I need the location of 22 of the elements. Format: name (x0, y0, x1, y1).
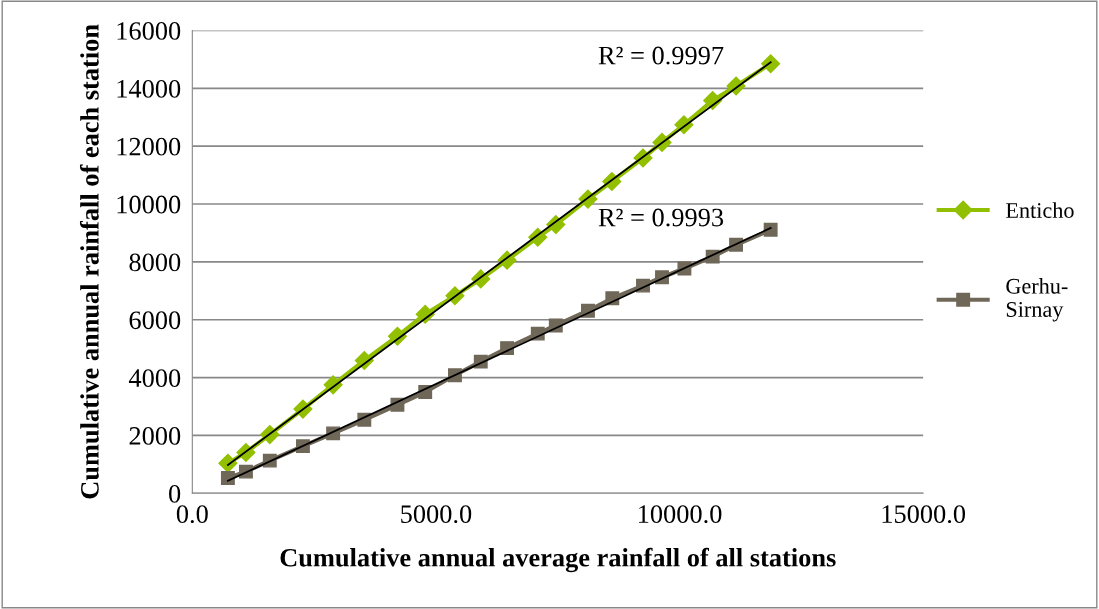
point (761, 54, 781, 74)
y-tick-label: 8000 (129, 253, 181, 272)
y-tick-label: 12000 (117, 137, 181, 156)
legend-label: Gerhu-Sirnay (1006, 278, 1068, 322)
y-tick-label: 6000 (129, 311, 181, 330)
annotation: R² = 0.9997 (598, 46, 724, 65)
point (763, 222, 778, 237)
y-tick-label: 16000 (117, 22, 181, 40)
x-tick-label: 10000.0 (638, 505, 722, 524)
y-tick-label: 4000 (128, 369, 181, 387)
y-tick-label: 0 (169, 484, 181, 503)
x-tick-label: 15000.0 (882, 505, 966, 524)
point (220, 471, 235, 485)
x-tick-label: 0.0 (176, 505, 208, 524)
x-tick-label: 5000.0 (401, 505, 472, 524)
legend-label: Enticho (1006, 202, 1074, 218)
y-tick-label: 10000 (117, 195, 181, 214)
y-tick-label: 14000 (117, 79, 181, 98)
x-axis-title: Cumulative annual average rainfall of all stations (280, 547, 836, 573)
y-axis-title: Cumulative annual rainfall of each station (79, 24, 99, 499)
annotation: R² = 0.9993 (598, 208, 724, 227)
y-tick-label: 2000 (129, 427, 181, 445)
